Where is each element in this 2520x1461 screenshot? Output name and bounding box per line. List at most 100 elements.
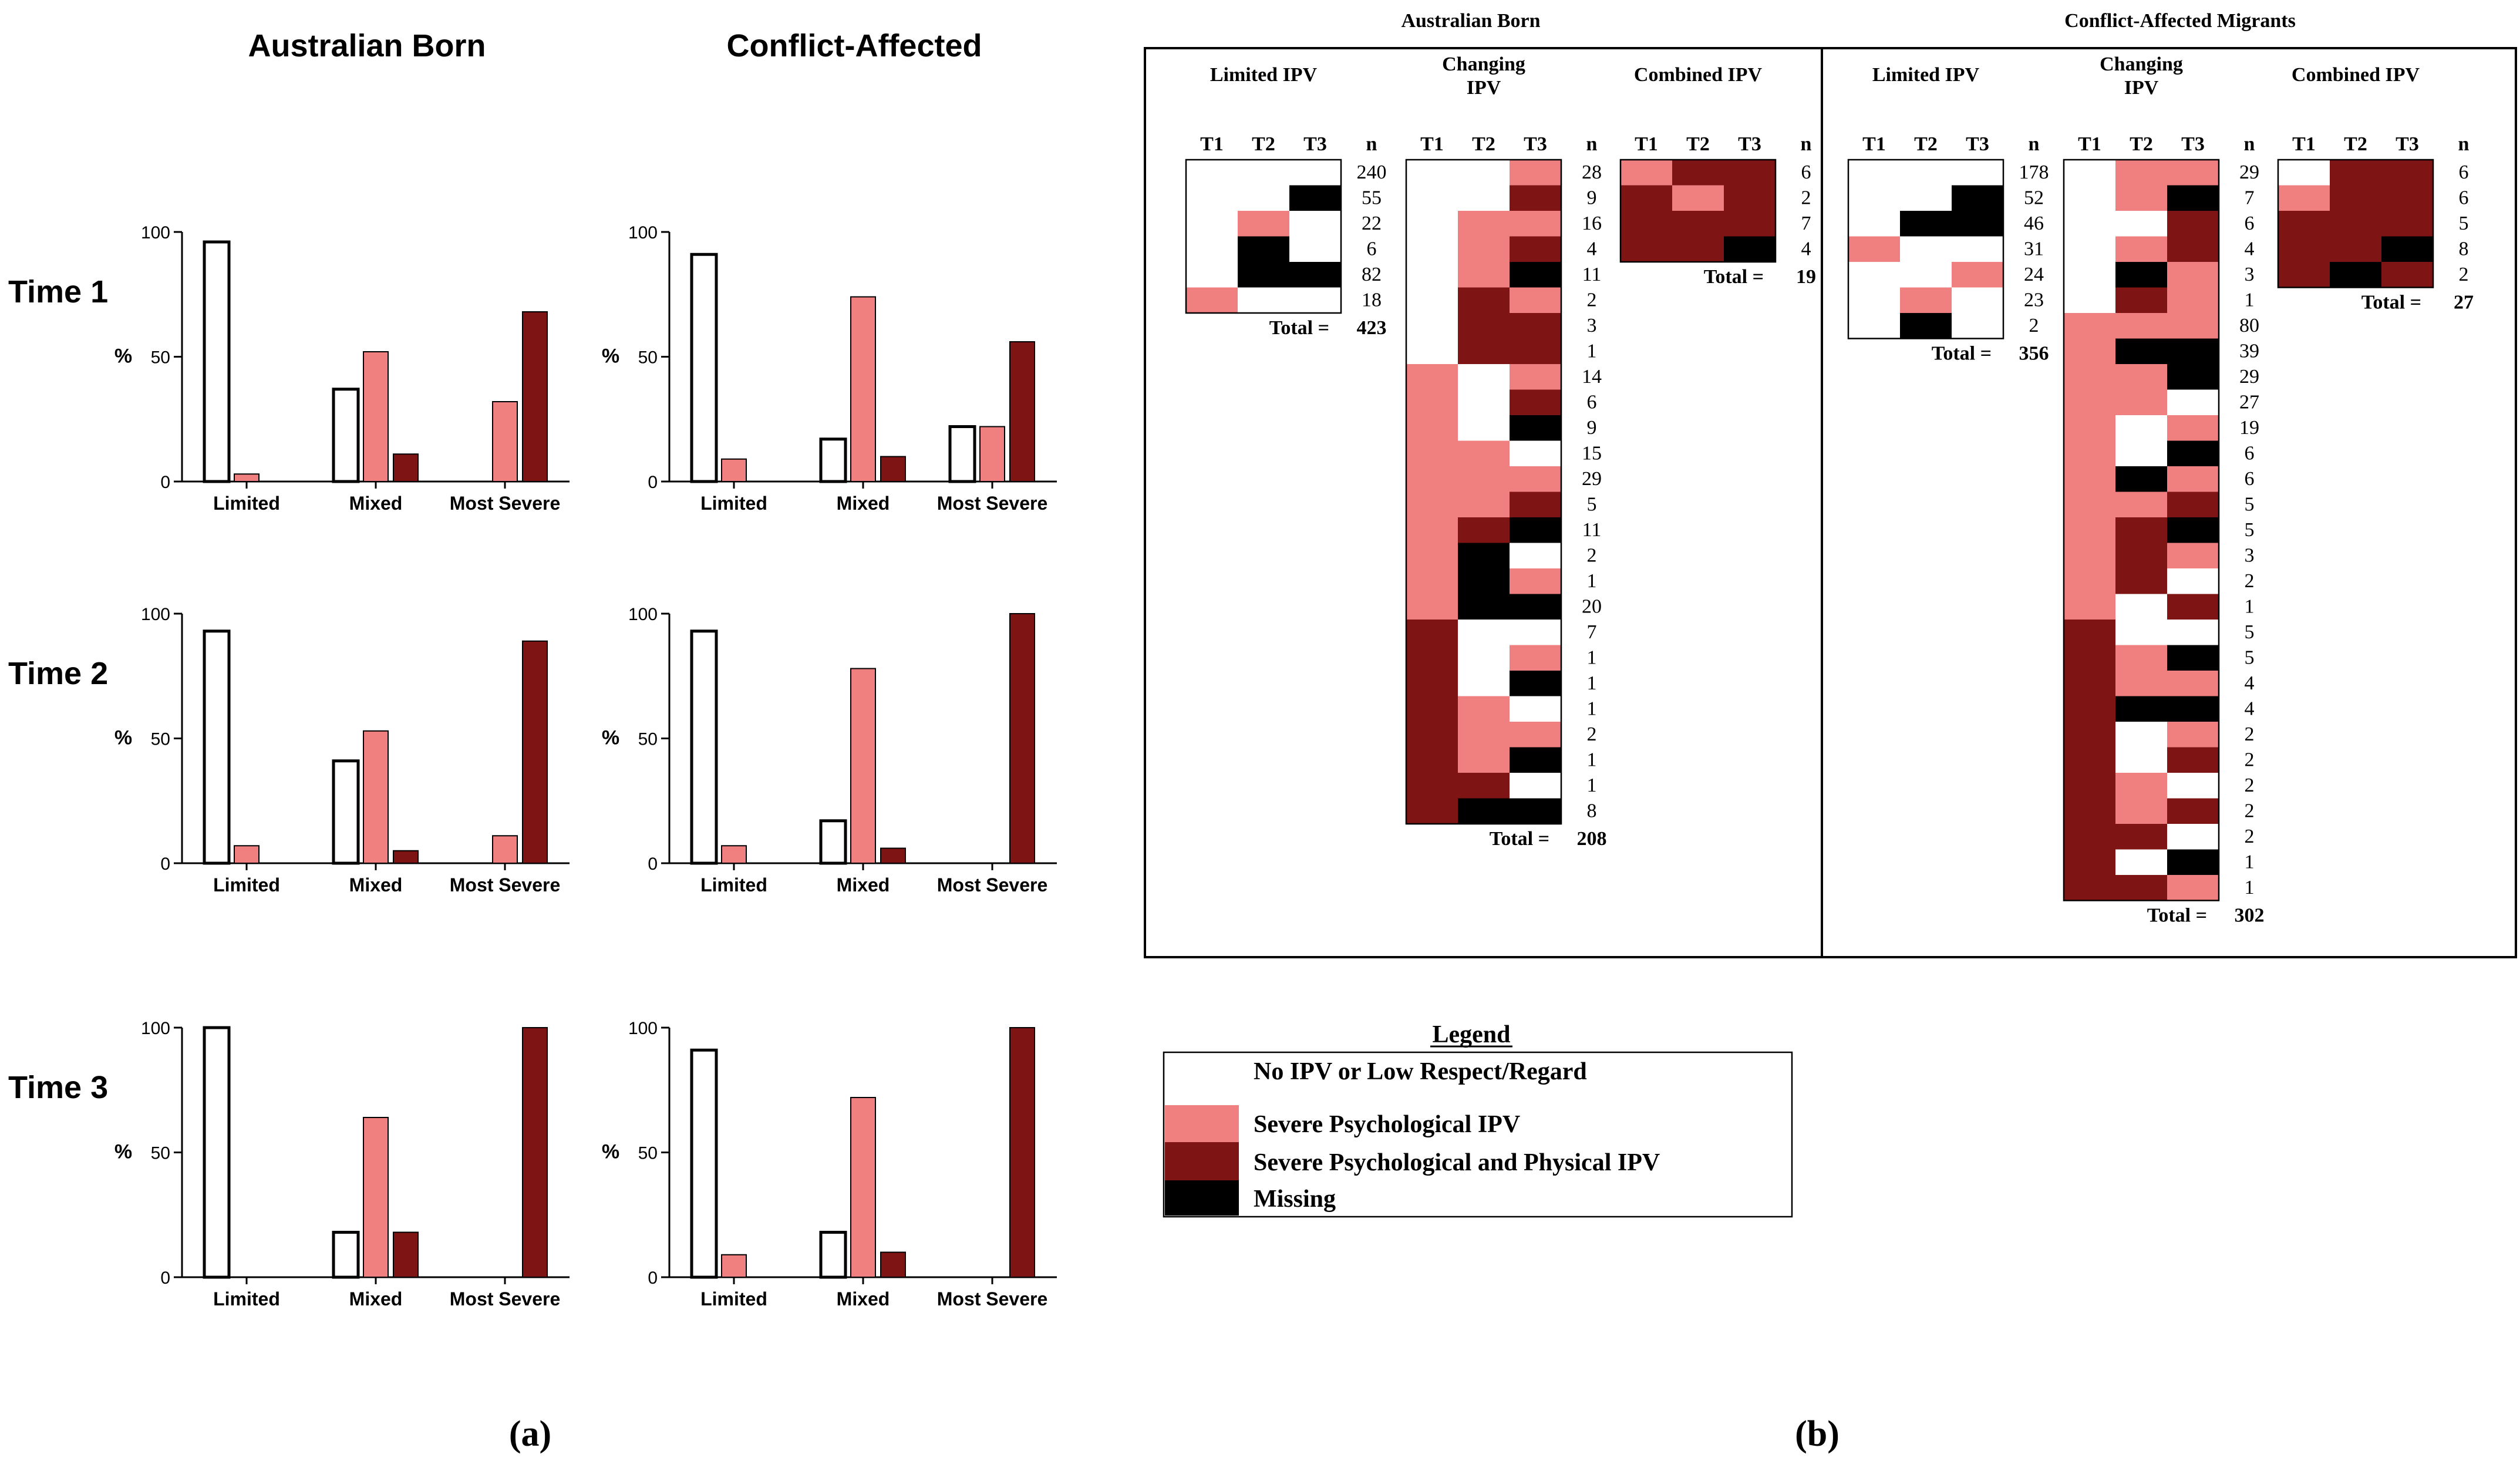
- heatmap-cell: [2167, 747, 2219, 773]
- heatmap-cell: [2167, 415, 2219, 441]
- heatmap-cell: [1406, 568, 1458, 594]
- heatmap-cell: [1510, 364, 1561, 390]
- row-count: 2: [2245, 570, 2255, 592]
- x-tick-label: Mixed: [837, 1288, 890, 1309]
- y-axis-label: %: [114, 1141, 132, 1163]
- heatmap-cell: [1510, 620, 1561, 645]
- heatmap-cell: [2064, 645, 2115, 671]
- block-outline: [2277, 159, 2434, 288]
- row-count: 240: [1357, 161, 1387, 183]
- row-count: 19: [2239, 417, 2259, 439]
- row-count: 6: [2459, 187, 2469, 209]
- heatmap-cell: [2115, 849, 2167, 876]
- heatmap-cell: [2167, 466, 2219, 492]
- heatmap-cell: [1406, 671, 1458, 696]
- heatmap-cell: [2064, 671, 2115, 696]
- heatmap-cell: [1952, 313, 2003, 339]
- legend-label: No IPV or Low Respect/Regard: [1254, 1058, 1587, 1085]
- heatmap-cell: [1406, 185, 1458, 211]
- heatmap-cell: [1458, 543, 1510, 569]
- heatmap-cell: [2064, 364, 2115, 390]
- bar: [492, 835, 518, 864]
- heatmap-cell: [2064, 824, 2115, 850]
- pattern-block-limited-ipv: Limited IPV T1 T2 T3 n 240 55 22 6 82 18 Total = 423: [1185, 64, 1387, 339]
- bar: [203, 240, 231, 483]
- heatmap-cell: [2115, 211, 2167, 237]
- heatmap-cell: [2115, 722, 2167, 748]
- heatmap-cell: [2167, 722, 2219, 748]
- total-value: 19: [1796, 266, 1816, 288]
- heatmap-cell: [2167, 211, 2219, 237]
- heatmap-cell: [2278, 236, 2330, 262]
- row-count: 5: [1587, 494, 1597, 516]
- heatmap-cell: [2064, 492, 2115, 518]
- heatmap-cell: [2167, 824, 2219, 850]
- x-tick-label: Mixed: [837, 874, 890, 896]
- row-count: 7: [2245, 187, 2255, 209]
- heatmap-cell: [1900, 211, 1952, 237]
- heatmap-cell: [1952, 211, 2003, 237]
- bar: [819, 1231, 847, 1279]
- row-count: 4: [1587, 238, 1597, 260]
- bar: [880, 1251, 906, 1278]
- bar: [948, 425, 976, 483]
- heatmap-cell: [1406, 236, 1458, 262]
- row-count: 39: [2239, 341, 2259, 362]
- column-header: T1: [1635, 133, 1658, 155]
- heatmap-cell: [1289, 287, 1341, 314]
- heatmap-cell: [1406, 696, 1458, 722]
- row-count: 7: [1801, 213, 1811, 234]
- column-header: T1: [1420, 133, 1444, 155]
- row-count: 2: [1587, 545, 1597, 567]
- heatmap-cell: [1406, 211, 1458, 237]
- column-header: T1: [1200, 133, 1224, 155]
- heatmap-cell: [1406, 415, 1458, 441]
- row-count: 4: [2245, 698, 2255, 720]
- bar: [522, 640, 548, 864]
- heatmap-cell: [1238, 262, 1289, 288]
- row-count: 1: [2245, 596, 2255, 618]
- y-tick-label: 0: [648, 854, 658, 874]
- heatmap-cell: [1724, 160, 1776, 186]
- row-count: 1: [1587, 698, 1597, 720]
- n-header: n: [1801, 133, 1812, 155]
- heatmap-cell: [1848, 211, 1900, 237]
- heatmap-cell: [2167, 696, 2219, 722]
- heatmap-cell: [1900, 160, 1952, 186]
- heatmap-cell: [1406, 338, 1458, 365]
- bar: [690, 629, 718, 865]
- column-header: T3: [2396, 133, 2419, 155]
- row-count: 9: [1587, 417, 1597, 439]
- total-label: Total =: [2147, 905, 2207, 927]
- heatmap-cell: [1952, 262, 2003, 288]
- legend-swatch-psych: [1165, 1105, 1239, 1142]
- row-count: 1: [1587, 749, 1597, 771]
- heatmap-cell: [1406, 594, 1458, 620]
- row-count: 5: [2245, 494, 2255, 516]
- heatmap-cell: [1458, 338, 1510, 365]
- heatmap-cell: [2064, 415, 2115, 441]
- heatmap-cell: [1238, 160, 1289, 186]
- column-title-conflict-affected: Conflict-Affected: [727, 28, 982, 63]
- row-count: 2: [2245, 749, 2255, 771]
- heatmap-cell: [1406, 543, 1458, 569]
- heatmap-cell: [1510, 313, 1561, 339]
- heatmap-cell: [1900, 185, 1952, 211]
- y-axis-label: %: [602, 727, 619, 749]
- column-header: T2: [1686, 133, 1710, 155]
- bar: [819, 437, 847, 483]
- heatmap-cell: [2167, 645, 2219, 671]
- heatmap-cell: [2064, 185, 2115, 211]
- heatmap-cell: [1510, 543, 1561, 569]
- x-tick-label: Mixed: [837, 493, 890, 514]
- x-tick-label: Most Severe: [937, 874, 1048, 896]
- bar: [850, 668, 876, 864]
- heatmap-cell: [2064, 517, 2115, 543]
- x-tick-label: Mixed: [349, 874, 403, 896]
- column-header: T3: [1738, 133, 1761, 155]
- heatmap-cell: [2064, 236, 2115, 262]
- row-count: 6: [2245, 443, 2255, 464]
- heatmap-cell: [1186, 236, 1238, 262]
- heatmap-cell: [1458, 287, 1510, 314]
